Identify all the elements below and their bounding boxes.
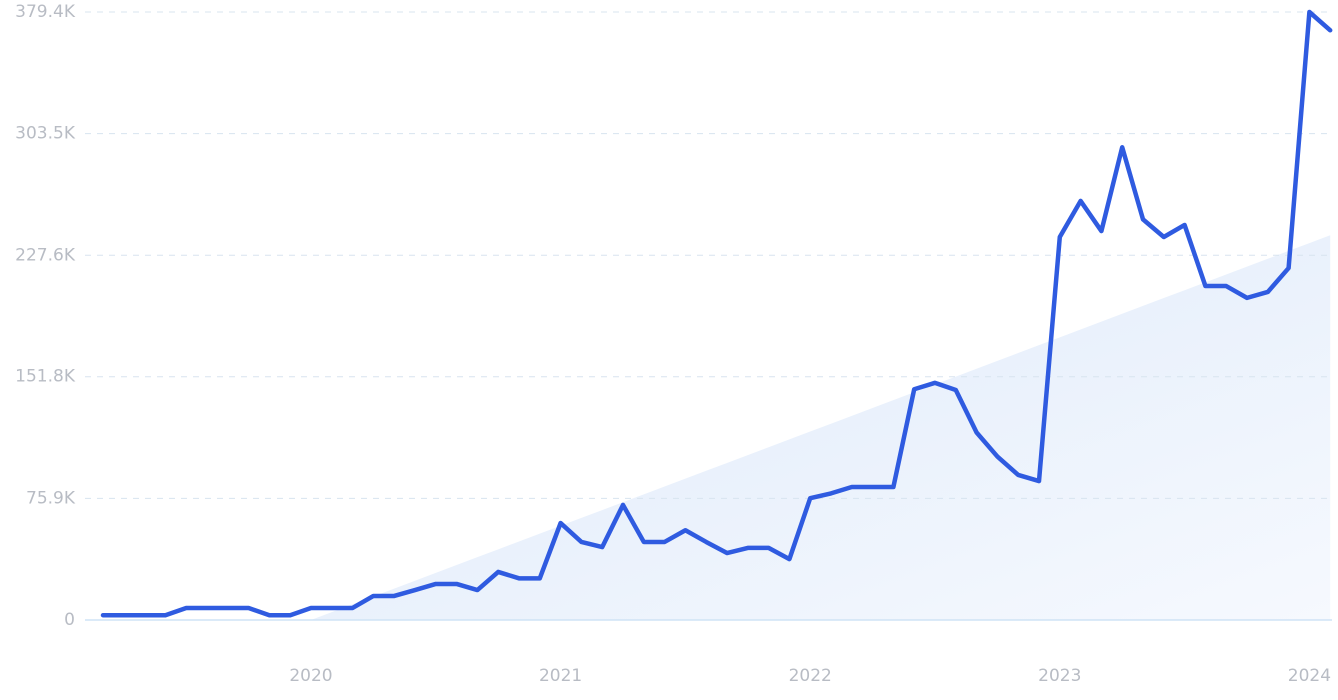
- y-tick-label: 303.5K: [15, 124, 76, 144]
- y-tick-label: 0: [64, 610, 75, 630]
- x-tick-label: 2023: [1038, 666, 1081, 686]
- y-tick-label: 379.4K: [15, 2, 76, 22]
- x-tick-label: 2022: [789, 666, 832, 686]
- trend-area: [311, 235, 1331, 620]
- x-tick-label: 2021: [539, 666, 582, 686]
- x-tick-label: 2024: [1288, 666, 1331, 686]
- x-tick-label: 2020: [289, 666, 332, 686]
- y-tick-label: 151.8K: [15, 367, 76, 387]
- y-tick-label: 227.6K: [15, 245, 76, 265]
- y-tick-label: 75.9K: [26, 488, 76, 508]
- line: [100, 9, 1333, 618]
